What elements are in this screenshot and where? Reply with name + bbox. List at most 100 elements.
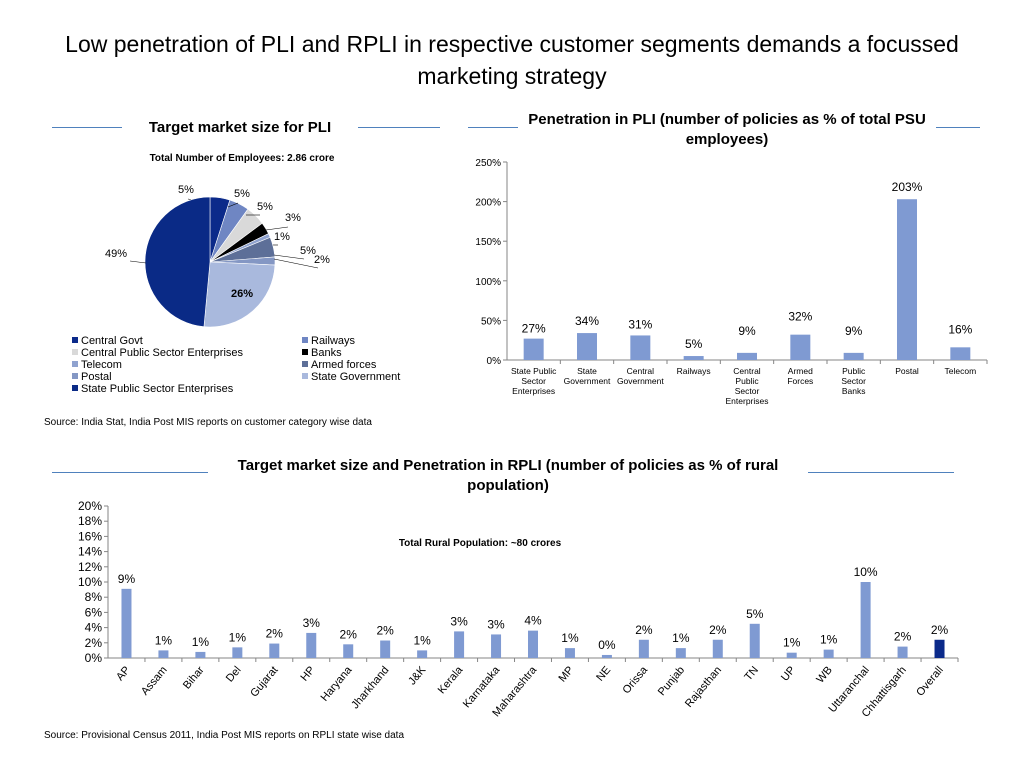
bar-value-label: 2% — [894, 630, 912, 644]
bar-value-label: 1% — [820, 633, 838, 647]
y-tick-label: 4% — [85, 621, 103, 635]
bar-value-label: 2% — [266, 627, 284, 641]
bar — [577, 333, 597, 360]
x-tick-label: TN — [742, 664, 761, 683]
divider-rule — [468, 127, 518, 128]
pie-data-label: 5% — [178, 184, 194, 196]
bar-value-label: 3% — [487, 617, 505, 631]
x-tick-label: State Government — [564, 366, 611, 386]
bar-value-label: 1% — [229, 630, 247, 644]
legend-item: Central Govt — [72, 335, 143, 347]
legend-swatch — [72, 361, 78, 368]
bar-value-label: 32% — [788, 310, 812, 324]
x-tick-label: Postal — [895, 366, 919, 376]
bar — [523, 338, 544, 360]
x-tick-label: AP — [114, 664, 133, 683]
pie-leader-line — [273, 254, 305, 260]
bar-value-label: 1% — [413, 633, 431, 647]
legend-label: State Government — [311, 371, 401, 383]
x-tick-label: Gujarat — [248, 664, 280, 699]
legend-swatch — [72, 349, 78, 356]
rpli-note: Total Rural Population: ~80 crores — [398, 538, 562, 549]
legend-item: Banks — [302, 347, 342, 359]
bar — [195, 651, 206, 658]
bar-value-label: 9% — [738, 324, 756, 338]
bar — [564, 648, 575, 658]
legend-item: State Government — [302, 371, 400, 383]
y-tick-label: 16% — [78, 529, 102, 543]
pie-data-label: 3% — [285, 212, 301, 224]
bar-value-label: 31% — [628, 317, 652, 331]
y-tick-label: 2% — [85, 636, 103, 650]
divider-rule — [808, 472, 954, 473]
x-tick-label: Overall — [914, 664, 946, 698]
pli-penetration-bar-chart: 0% 50% 100% 150% 200% 250% 27% State Public Sect… — [475, 158, 988, 406]
bar — [790, 334, 811, 360]
rpli-title: Target market size and Penetration in RP… — [237, 457, 779, 494]
slide-title: Low penetration of PLI and RPLI in respe… — [65, 31, 959, 89]
bar-value-label: 3% — [303, 616, 321, 630]
pie-leader-line — [273, 258, 319, 269]
pie-data-label: 5% — [234, 188, 250, 200]
bar-value-label: 2% — [709, 623, 727, 637]
legend-swatch — [72, 385, 78, 392]
legend-item: Telecom — [72, 359, 122, 371]
bar-value-label: 3% — [450, 614, 468, 628]
y-tick-label: 18% — [78, 514, 102, 528]
x-tick-label: Haryana — [319, 664, 355, 704]
bar-value-label: 203% — [892, 180, 923, 194]
bar — [454, 631, 465, 658]
legend-label: Central Govt — [81, 335, 143, 347]
legend-label: Postal — [81, 371, 112, 383]
pli-target-title: Target market size for PLI — [148, 119, 332, 136]
bar-value-label: 34% — [575, 314, 599, 328]
y-tick-label: 12% — [78, 560, 102, 574]
bar — [638, 639, 649, 658]
legend-label: Railways — [311, 335, 356, 347]
bar — [675, 648, 686, 658]
x-tick-label: Rajasthan — [683, 664, 724, 710]
bar-value-label: 1% — [155, 633, 173, 647]
legend-item: Railways — [302, 335, 355, 347]
bar — [683, 356, 704, 360]
bar-value-label: 5% — [685, 337, 703, 351]
legend-label: Armed forces — [311, 359, 377, 371]
x-tick-label: Armed Forces — [787, 366, 813, 386]
bar-value-label: 2% — [340, 627, 358, 641]
legend-item: Postal — [72, 371, 112, 383]
x-tick-label: Railways — [677, 366, 711, 376]
x-tick-label: J&K — [406, 664, 429, 688]
x-tick-label: Central Government — [617, 366, 664, 386]
x-tick-label: Assam — [139, 664, 170, 697]
pie-data-label: 5% — [257, 201, 273, 213]
y-tick-label: 150% — [475, 237, 501, 248]
x-tick-label: Telecom — [945, 366, 977, 376]
bar-value-label: 2% — [635, 623, 653, 637]
bar — [786, 652, 797, 658]
legend-label: Banks — [311, 347, 342, 359]
y-tick-label: 20% — [78, 499, 102, 513]
pie-data-label: 26% — [231, 288, 253, 300]
bar — [749, 623, 760, 658]
bar-value-label: 2% — [931, 623, 949, 637]
bar-value-label: 10% — [854, 565, 878, 579]
pie-chart: 5% 5%5%3%1%5%2%26%49% — [105, 184, 330, 328]
x-tick-label: Kerala — [436, 664, 466, 697]
divider-rule — [52, 127, 122, 128]
legend-item: Central Public Sector Enterprises — [72, 347, 243, 359]
pli-penetration-title: Penetration in PLI (number of policies a… — [528, 111, 926, 148]
bar — [601, 654, 612, 658]
bar — [897, 199, 917, 360]
rpli-bar-chart: 0%2%4%6%8%10%12%14%16%18%20%9%AP1%Assam1… — [78, 499, 959, 720]
bar — [306, 632, 317, 658]
bar-value-label: 9% — [118, 572, 136, 586]
x-tick-label: Orissa — [621, 664, 651, 697]
y-tick-label: 8% — [85, 590, 103, 604]
y-tick-label: 10% — [78, 575, 102, 589]
divider-rule — [358, 127, 440, 128]
bar — [860, 582, 871, 658]
bar — [158, 650, 169, 658]
bar — [712, 639, 723, 658]
legend-label: State Public Sector Enterprises — [81, 383, 234, 395]
legend-swatch — [302, 373, 308, 380]
